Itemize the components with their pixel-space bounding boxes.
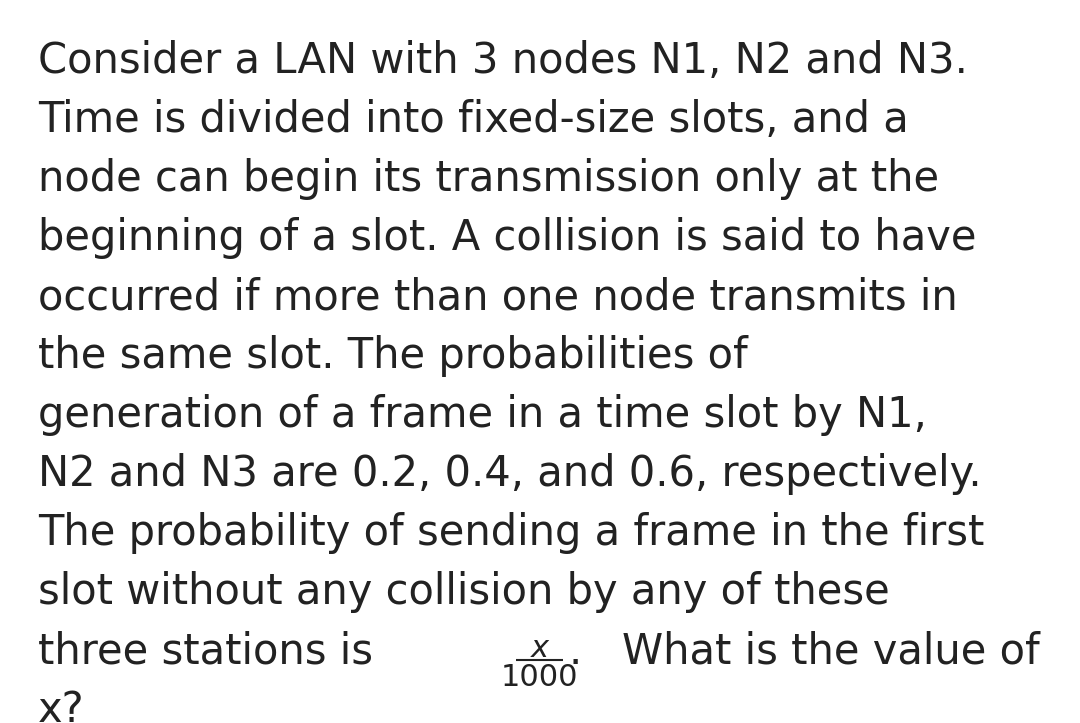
Text: occurred if more than one node transmits in: occurred if more than one node transmits… [38, 276, 958, 318]
Text: x: x [530, 634, 549, 663]
Text: beginning of a slot. A collision is said to have: beginning of a slot. A collision is said… [38, 217, 976, 259]
Text: Time is divided into fixed-size slots, and a: Time is divided into fixed-size slots, a… [38, 99, 908, 141]
Text: slot without any collision by any of these: slot without any collision by any of the… [38, 571, 890, 613]
Text: node can begin its transmission only at the: node can begin its transmission only at … [38, 158, 940, 200]
Text: The probability of sending a frame in the first: The probability of sending a frame in th… [38, 512, 984, 554]
Text: 1000: 1000 [501, 664, 579, 693]
Text: N2 and N3 are 0.2, 0.4, and 0.6, respectively.: N2 and N3 are 0.2, 0.4, and 0.6, respect… [38, 453, 982, 495]
Text: Consider a LAN with 3 nodes N1, N2 and N3.: Consider a LAN with 3 nodes N1, N2 and N… [38, 40, 968, 82]
Text: the same slot. The probabilities of: the same slot. The probabilities of [38, 335, 747, 377]
Text: x?: x? [38, 689, 84, 723]
Text: .   What is the value of: . What is the value of [569, 630, 1040, 672]
Text: three stations is: three stations is [38, 630, 387, 672]
Text: generation of a frame in a time slot by N1,: generation of a frame in a time slot by … [38, 394, 927, 436]
